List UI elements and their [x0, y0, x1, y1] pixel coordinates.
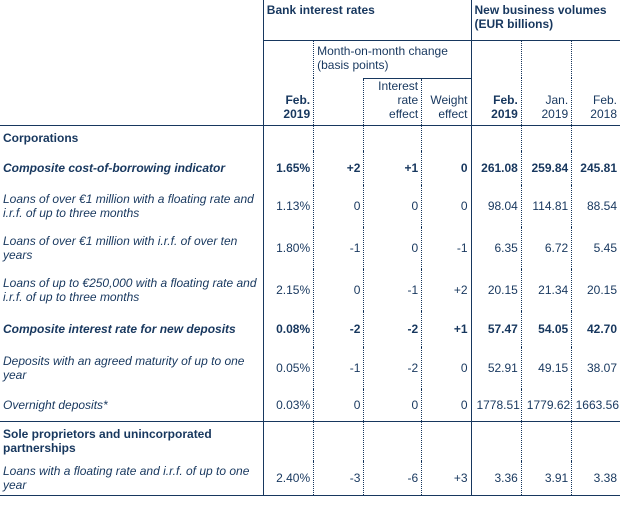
we-cell: 0	[421, 389, 471, 421]
we-cell: +2	[421, 269, 471, 311]
vol-feb2018-header: Feb. 2018	[571, 78, 620, 125]
table-row: Overnight deposits* 0.03% 0 0 0 1778.51 …	[0, 389, 620, 421]
vol-feb2019-cell: 1778.51	[470, 389, 522, 421]
corporations-section-label: Corporations	[0, 124, 264, 151]
bank-interest-rates-header: Bank interest rates	[262, 0, 471, 40]
table-row: Composite cost-of-borrowing indicator 1.…	[0, 151, 620, 185]
vol-jan2019-cell: 3.91	[520, 461, 572, 496]
rate-cell: 1.80%	[262, 227, 314, 269]
vol-feb2018-cell: 1663.56	[571, 389, 620, 421]
vol-jan2019-cell: 114.81	[520, 185, 572, 227]
vol-feb2019-header: Feb. 2019	[470, 78, 522, 125]
table-row: Loans of over €1 million with a floating…	[0, 185, 620, 227]
rate-cell: 0.03%	[262, 389, 314, 421]
vol-feb2019-cell: 261.08	[470, 151, 522, 185]
row-label: Loans of up to €250,000 with a floating …	[3, 276, 257, 304]
vol-feb2018-cell: 20.15	[571, 269, 620, 311]
vol-feb2019-cell: 3.36	[470, 461, 522, 496]
ire-cell: -2	[363, 311, 422, 347]
we-cell: +3	[421, 461, 471, 496]
vol-feb2018-cell: 3.38	[571, 461, 620, 496]
vol-jan2019-header: Jan. 2019	[520, 78, 572, 125]
vol-feb2018-cell: 5.45	[571, 227, 620, 269]
row-label: Loans of over €1 million with a floating…	[3, 192, 254, 220]
ire-cell: 0	[363, 389, 422, 421]
rate-cell: 0.05%	[262, 347, 314, 389]
vol-jan2019-cell: 54.05	[520, 311, 572, 347]
ire-cell: -1	[363, 269, 422, 311]
sole-proprietors-section-label: Sole proprietors and unincorporated part…	[0, 420, 264, 461]
vol-feb2018-cell: 42.70	[571, 311, 620, 347]
vol-feb2018-cell: 245.81	[571, 151, 620, 185]
vol-feb2018-cell: 38.07	[571, 347, 620, 389]
vol-jan2019-cell: 259.84	[520, 151, 572, 185]
table-row: Deposits with an agreed maturity of up t…	[0, 347, 620, 389]
rate-cell: 2.40%	[262, 461, 314, 496]
vol-feb2019-cell: 20.15	[470, 269, 522, 311]
header-empty-cell	[0, 0, 263, 40]
row-label: Composite interest rate for new deposits	[3, 322, 236, 336]
vol-feb2019-cell: 57.47	[470, 311, 522, 347]
row-label: Loans with a floating rate and i.r.f. of…	[0, 461, 264, 496]
we-cell: 0	[421, 151, 471, 185]
rate-cell: 0.08%	[262, 311, 314, 347]
mom-cell: -1	[313, 227, 364, 269]
vol-feb2018-cell: 88.54	[571, 185, 620, 227]
we-cell: -1	[421, 227, 471, 269]
ire-cell: -6	[363, 461, 422, 496]
row-label: Composite cost-of-borrowing indicator	[3, 161, 225, 175]
weight-effect-header: Weight effect	[421, 77, 471, 125]
vol-jan2019-cell: 1779.62	[520, 389, 572, 421]
mom-cell: -1	[313, 347, 364, 389]
vol-jan2019-cell: 21.34	[520, 269, 572, 311]
rate-cell: 1.65%	[262, 151, 314, 185]
new-business-volumes-header: New business volumes (EUR billions)	[470, 0, 620, 40]
mom-cell: 0	[313, 389, 364, 421]
vol-feb2019-cell: 52.91	[470, 347, 522, 389]
vol-feb2019-cell: 6.35	[470, 227, 522, 269]
we-cell: 0	[421, 185, 471, 227]
vol-feb2019-cell: 98.04	[470, 185, 522, 227]
table-row: Loans with a floating rate and i.r.f. of…	[0, 461, 620, 496]
mom-cell: -2	[313, 311, 364, 347]
table-row: Loans of up to €250,000 with a floating …	[0, 269, 620, 311]
mom-cell: 0	[313, 269, 364, 311]
ire-cell: +1	[363, 151, 422, 185]
ire-cell: 0	[363, 185, 422, 227]
ire-cell: -2	[363, 347, 422, 389]
interest-rates-table: Bank interest rates New business volumes…	[0, 0, 620, 496]
mom-change-header: Month-on-month change (basis points)	[313, 39, 471, 78]
mom-cell: -3	[313, 461, 364, 496]
ire-cell: 0	[363, 227, 422, 269]
table-row: Composite interest rate for new deposits…	[0, 311, 620, 347]
rate-cell: 2.15%	[262, 269, 314, 311]
rate-cell: 1.13%	[262, 185, 314, 227]
row-label: Overnight deposits*	[3, 397, 108, 412]
row-label: Loans of over €1 million with i.r.f. of …	[3, 234, 238, 262]
mom-cell: +2	[313, 151, 364, 185]
feb2019-rate-header: Feb. 2019	[262, 78, 314, 125]
we-cell: +1	[421, 311, 471, 347]
row-label: Deposits with an agreed maturity of up t…	[3, 354, 245, 382]
table-row: Loans of over €1 million with i.r.f. of …	[0, 227, 620, 269]
vol-jan2019-cell: 49.15	[520, 347, 572, 389]
mom-cell: 0	[313, 185, 364, 227]
we-cell: 0	[421, 347, 471, 389]
interest-rate-effect-header: Interest rate effect	[363, 77, 422, 125]
vol-jan2019-cell: 6.72	[520, 227, 572, 269]
